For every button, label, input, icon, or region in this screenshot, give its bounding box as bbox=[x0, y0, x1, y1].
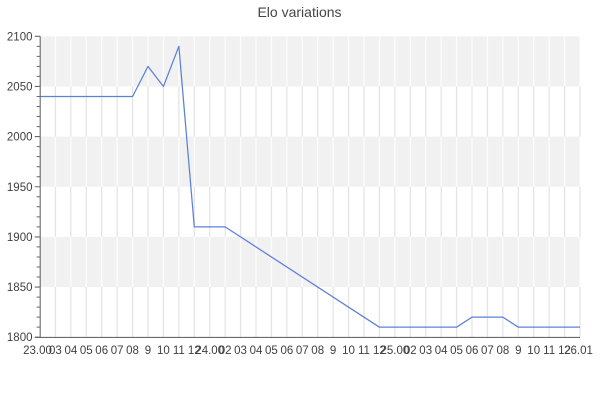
svg-text:1900: 1900 bbox=[7, 232, 33, 244]
svg-text:02: 02 bbox=[404, 345, 417, 357]
svg-text:11: 11 bbox=[173, 345, 185, 357]
svg-text:08: 08 bbox=[496, 345, 509, 357]
svg-text:05: 05 bbox=[265, 345, 278, 357]
svg-text:03: 03 bbox=[49, 345, 62, 357]
svg-text:03: 03 bbox=[419, 345, 432, 357]
svg-text:23.00: 23.00 bbox=[23, 345, 52, 357]
svg-text:Elo variations: Elo variations bbox=[257, 4, 341, 20]
svg-text:04: 04 bbox=[435, 345, 448, 357]
svg-text:24.00: 24.00 bbox=[195, 345, 224, 357]
svg-text:25.00: 25.00 bbox=[380, 345, 409, 357]
svg-text:08: 08 bbox=[311, 345, 324, 357]
svg-text:9: 9 bbox=[515, 345, 521, 357]
svg-text:05: 05 bbox=[450, 345, 463, 357]
svg-text:9: 9 bbox=[145, 345, 151, 357]
svg-text:11: 11 bbox=[543, 345, 555, 357]
svg-text:06: 06 bbox=[466, 345, 479, 357]
svg-text:07: 07 bbox=[296, 345, 309, 357]
svg-text:1950: 1950 bbox=[7, 182, 33, 194]
svg-text:04: 04 bbox=[250, 345, 263, 357]
svg-text:08: 08 bbox=[126, 345, 139, 357]
svg-text:03: 03 bbox=[234, 345, 247, 357]
svg-text:12: 12 bbox=[373, 345, 386, 357]
svg-text:06: 06 bbox=[95, 345, 108, 357]
svg-text:04: 04 bbox=[64, 345, 77, 357]
svg-text:07: 07 bbox=[111, 345, 124, 357]
svg-text:10: 10 bbox=[527, 345, 540, 357]
svg-text:9: 9 bbox=[330, 345, 336, 357]
svg-text:26.01: 26.01 bbox=[564, 345, 593, 357]
svg-text:1850: 1850 bbox=[7, 282, 33, 294]
svg-text:2050: 2050 bbox=[7, 81, 33, 93]
svg-text:2000: 2000 bbox=[7, 132, 33, 144]
svg-text:12: 12 bbox=[558, 345, 571, 357]
svg-text:02: 02 bbox=[219, 345, 232, 357]
svg-text:05: 05 bbox=[80, 345, 93, 357]
svg-text:10: 10 bbox=[157, 345, 170, 357]
svg-text:2100: 2100 bbox=[7, 31, 33, 43]
svg-text:10: 10 bbox=[342, 345, 355, 357]
svg-text:1800: 1800 bbox=[7, 332, 33, 344]
svg-text:12: 12 bbox=[188, 345, 201, 357]
svg-text:11: 11 bbox=[358, 345, 370, 357]
svg-text:06: 06 bbox=[280, 345, 293, 357]
svg-text:07: 07 bbox=[481, 345, 494, 357]
